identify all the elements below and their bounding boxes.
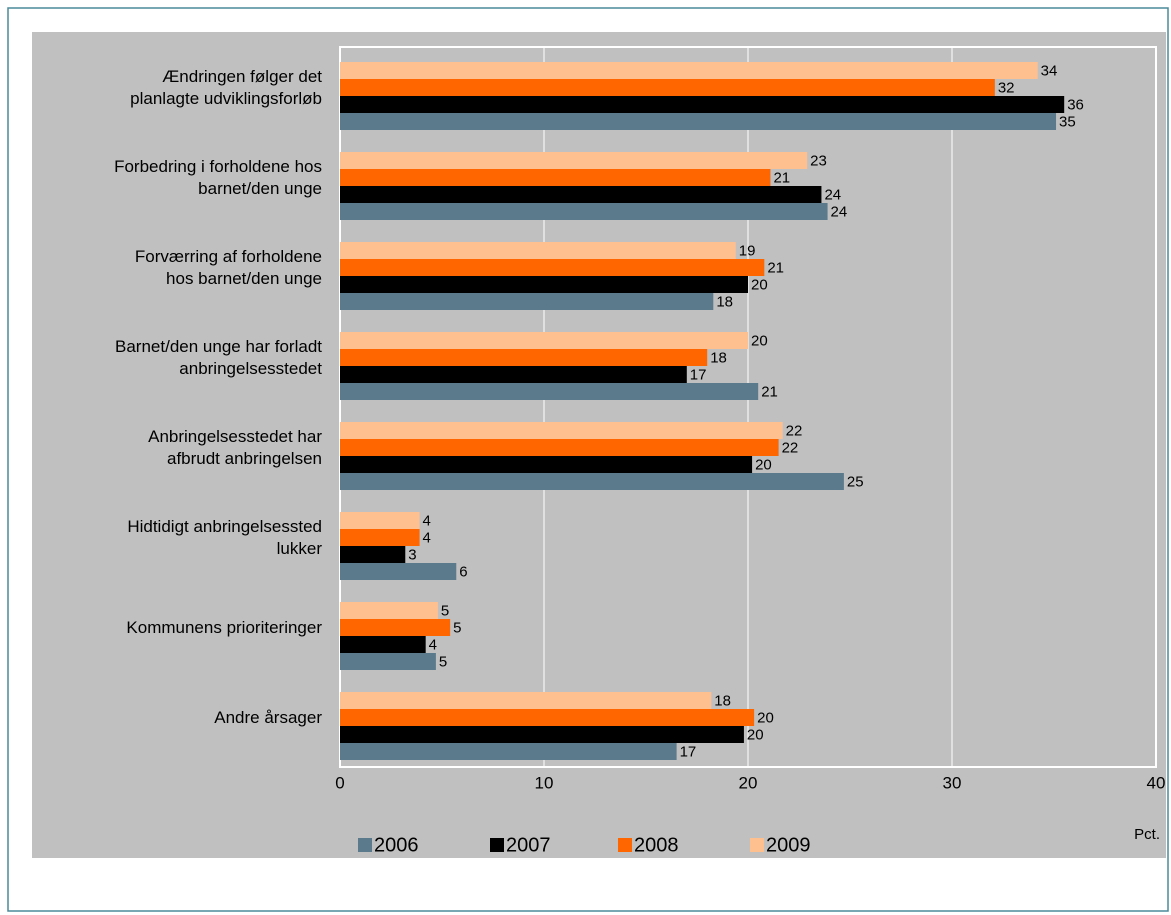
legend-swatch	[490, 838, 504, 852]
bar	[340, 113, 1057, 130]
value-label: 22	[786, 422, 803, 439]
bar	[340, 563, 457, 580]
bar	[340, 79, 995, 96]
legend-label: 2007	[506, 834, 551, 856]
x-tick-label: 20	[739, 773, 758, 792]
value-label: 20	[751, 332, 768, 349]
bar	[340, 349, 708, 366]
value-label: 35	[1059, 113, 1076, 130]
value-label: 21	[761, 383, 778, 400]
value-label: 5	[441, 602, 449, 619]
value-label: 18	[716, 293, 733, 310]
value-label: 20	[757, 709, 774, 726]
value-label: 20	[747, 726, 764, 743]
bar	[340, 456, 753, 473]
value-label: 22	[782, 439, 799, 456]
value-label: 24	[824, 186, 841, 203]
bar	[340, 636, 426, 653]
legend-swatch	[358, 838, 372, 852]
bar	[340, 692, 712, 709]
category-label: Kommunens prioriteringer	[126, 618, 322, 637]
bar	[340, 332, 748, 349]
x-axis-label: Pct.	[1134, 826, 1160, 843]
bar	[340, 169, 771, 186]
x-tick-label: 30	[943, 773, 962, 792]
bar	[340, 152, 808, 169]
value-label: 20	[755, 456, 772, 473]
value-label: 5	[439, 653, 447, 670]
value-label: 34	[1041, 62, 1058, 79]
value-label: 19	[739, 242, 756, 259]
value-label: 17	[690, 366, 707, 383]
category-label: Ændringen følger det planlagte udvikling…	[130, 67, 322, 108]
bar	[340, 602, 438, 619]
bar	[340, 619, 451, 636]
value-label: 18	[714, 692, 731, 709]
value-label: 21	[773, 169, 790, 186]
bar	[340, 276, 748, 293]
bar	[340, 422, 783, 439]
value-label: 17	[680, 743, 697, 760]
bar	[340, 293, 714, 310]
value-label: 3	[408, 546, 416, 563]
bar	[340, 726, 744, 743]
value-label: 25	[847, 473, 864, 490]
value-label: 20	[751, 276, 768, 293]
x-tick-label: 0	[335, 773, 344, 792]
bar	[340, 709, 755, 726]
bar	[340, 242, 736, 259]
x-tick-label: 10	[535, 773, 554, 792]
value-label: 4	[423, 512, 431, 529]
category-label: Barnet/den unge har forladt anbringelses…	[115, 337, 322, 378]
bar	[340, 62, 1038, 79]
bar	[340, 546, 406, 563]
value-label: 4	[429, 636, 437, 653]
category-label: Forbedring i forholdene hos barnet/den u…	[114, 157, 322, 198]
bar	[340, 186, 822, 203]
value-label: 32	[998, 79, 1015, 96]
bar	[340, 653, 436, 670]
value-label: 6	[459, 563, 467, 580]
bar	[340, 439, 779, 456]
category-label: Hidtidigt anbringelsessted lukker	[127, 517, 322, 558]
bar	[340, 473, 844, 490]
value-label: 23	[810, 152, 827, 169]
bar	[340, 512, 420, 529]
value-label: 24	[831, 203, 848, 220]
bar	[340, 743, 677, 760]
bar	[340, 96, 1065, 113]
category-label: Forværring af forholdene hos barnet/den …	[134, 247, 322, 288]
value-label: 21	[767, 259, 784, 276]
category-label: Andre årsager	[214, 708, 322, 727]
legend-label: 2008	[634, 834, 679, 856]
value-label: 18	[710, 349, 727, 366]
legend-label: 2006	[374, 834, 419, 856]
legend-swatch	[618, 838, 632, 852]
legend-swatch	[750, 838, 764, 852]
legend-label: 2009	[766, 834, 811, 856]
bar	[340, 366, 687, 383]
value-label: 36	[1067, 96, 1084, 113]
bar	[340, 383, 759, 400]
value-label: 5	[453, 619, 461, 636]
x-tick-label: 40	[1147, 773, 1166, 792]
bar	[340, 259, 765, 276]
value-label: 4	[423, 529, 431, 546]
bar	[340, 529, 420, 546]
bar	[340, 203, 828, 220]
category-label: Anbringelsesstedet har afbrudt anbringel…	[148, 427, 322, 468]
